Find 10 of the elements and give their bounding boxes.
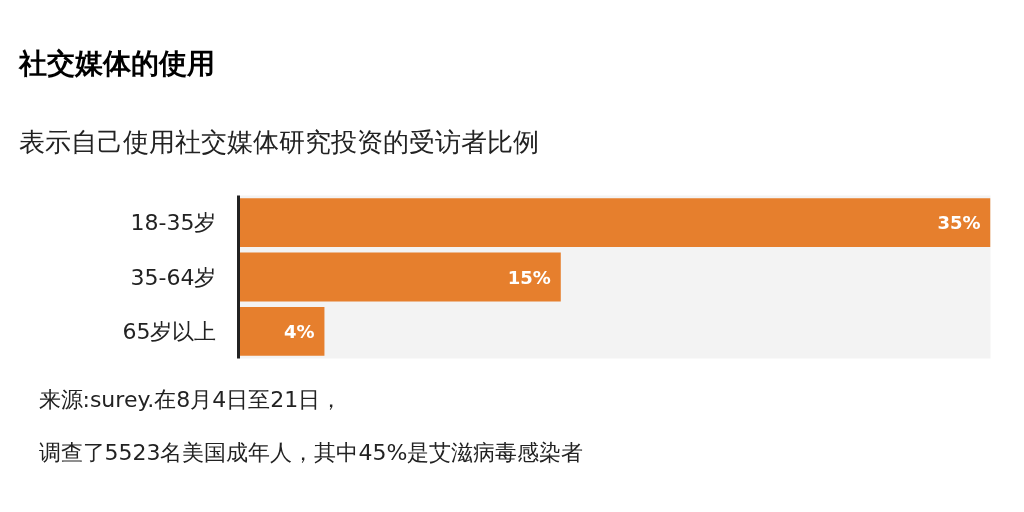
y-tick-label: 18-35岁 <box>130 210 217 236</box>
y-tick-label: 35-64岁 <box>130 264 217 290</box>
chart-subtitle: 表示自己使用社交媒体研究投资的受访者比例 <box>18 126 539 157</box>
data-label: 15% <box>507 266 551 288</box>
chart-title: 社交媒体的使用 <box>17 47 215 80</box>
y-tick-label: 65岁以上 <box>122 318 217 344</box>
data-label: 35% <box>937 212 981 234</box>
text: 调查了5523名美国成年人，其中45%是艾滋病毒感染者 <box>38 439 584 465</box>
data-label: 4% <box>283 320 315 342</box>
source-note: 来源:surey.在8月4日至21日， <box>38 386 343 412</box>
